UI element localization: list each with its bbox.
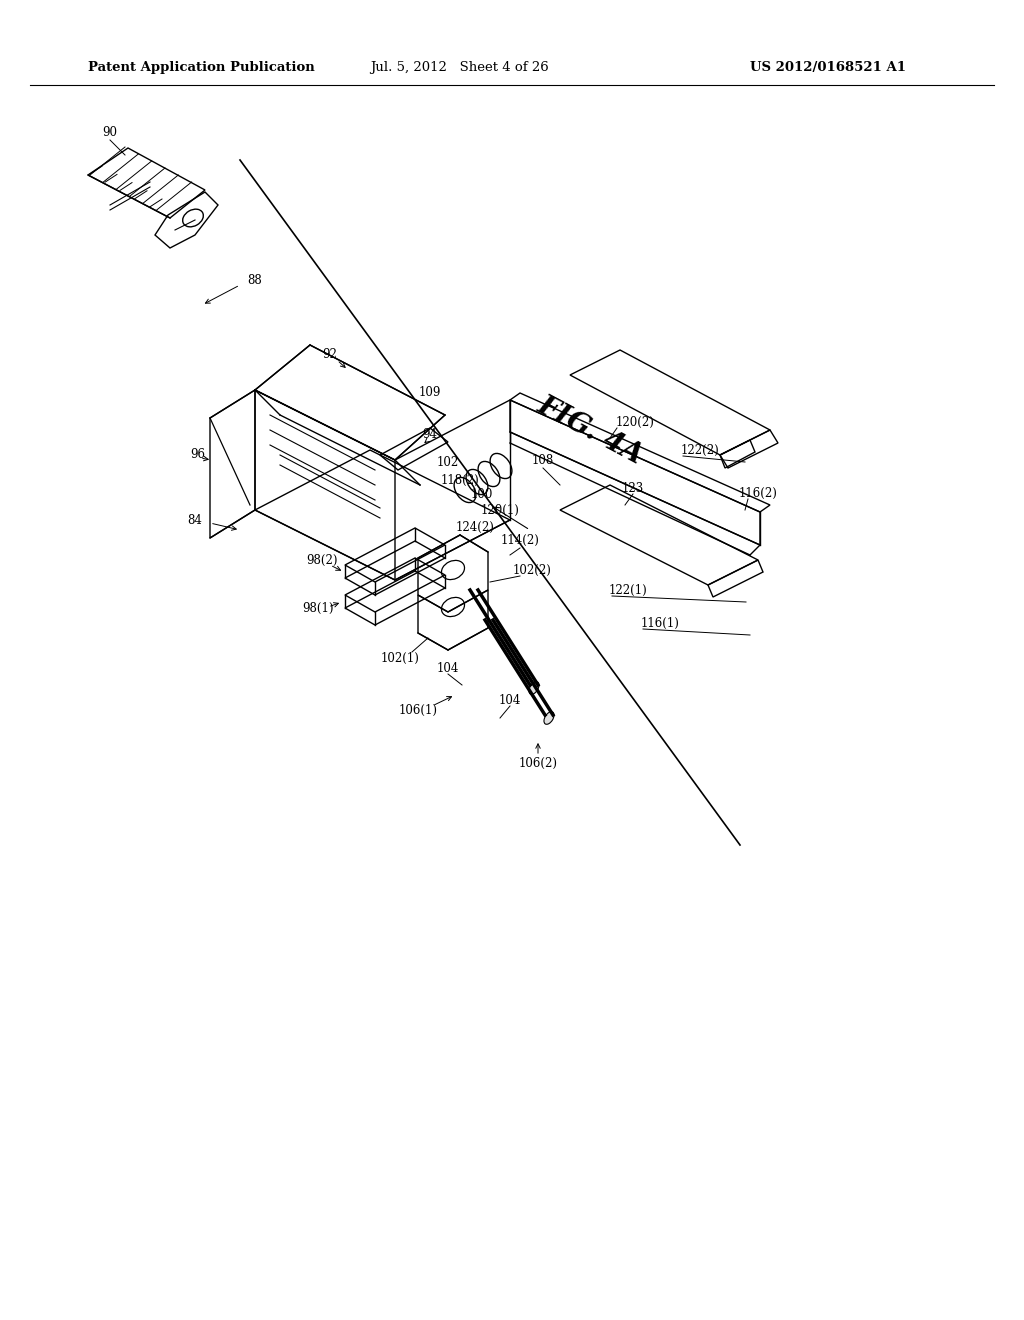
Ellipse shape <box>544 711 554 725</box>
Text: 94: 94 <box>423 429 437 441</box>
Text: 118(2): 118(2) <box>440 474 479 487</box>
Text: 109: 109 <box>419 385 441 399</box>
Text: 88: 88 <box>248 273 262 286</box>
Text: 102(1): 102(1) <box>381 652 420 664</box>
Text: 106(2): 106(2) <box>518 756 557 770</box>
Text: 102: 102 <box>437 457 459 470</box>
Text: 84: 84 <box>187 513 203 527</box>
Text: 92: 92 <box>323 348 338 362</box>
Text: 122(2): 122(2) <box>681 444 720 457</box>
Text: 102(2): 102(2) <box>513 564 552 577</box>
Text: 116(2): 116(2) <box>738 487 777 499</box>
Text: 116(1): 116(1) <box>641 616 680 630</box>
Text: 98(1): 98(1) <box>302 602 334 615</box>
Text: 120(2): 120(2) <box>615 416 654 429</box>
Text: US 2012/0168521 A1: US 2012/0168521 A1 <box>750 62 906 74</box>
Text: Patent Application Publication: Patent Application Publication <box>88 62 314 74</box>
Text: FIG. 4A: FIG. 4A <box>532 391 647 469</box>
Text: 104: 104 <box>499 693 521 706</box>
Ellipse shape <box>529 681 539 694</box>
Text: 104: 104 <box>437 661 459 675</box>
Text: 98(2): 98(2) <box>306 553 338 566</box>
Text: 90: 90 <box>102 127 118 140</box>
Text: 114(2): 114(2) <box>501 533 540 546</box>
Text: 120(1): 120(1) <box>480 503 519 516</box>
Text: 108: 108 <box>531 454 554 466</box>
Text: 124(2): 124(2) <box>456 520 495 533</box>
Text: Jul. 5, 2012   Sheet 4 of 26: Jul. 5, 2012 Sheet 4 of 26 <box>370 62 549 74</box>
Text: 100: 100 <box>471 488 494 502</box>
Text: 122(1): 122(1) <box>608 583 647 597</box>
Text: 96: 96 <box>190 449 206 462</box>
Text: 123: 123 <box>622 482 644 495</box>
Text: 106(1): 106(1) <box>398 704 437 717</box>
